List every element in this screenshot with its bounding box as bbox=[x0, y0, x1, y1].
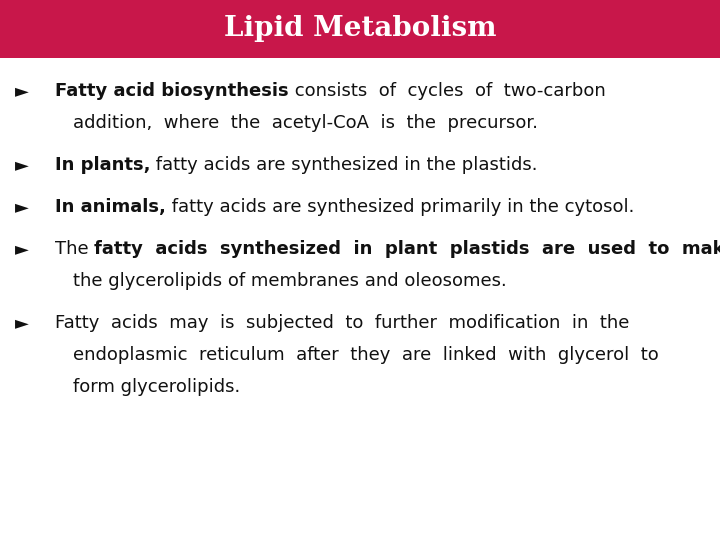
Text: the glycerolipids of membranes and oleosomes.: the glycerolipids of membranes and oleos… bbox=[73, 272, 507, 290]
Text: fatty acids are synthesized primarily in the cytosol.: fatty acids are synthesized primarily in… bbox=[166, 198, 634, 216]
Text: consists  of  cycles  of  two-carbon: consists of cycles of two-carbon bbox=[289, 82, 606, 100]
Text: In plants,: In plants, bbox=[55, 156, 150, 174]
Text: The: The bbox=[55, 240, 94, 258]
Text: Lipid Metabolism: Lipid Metabolism bbox=[224, 16, 496, 43]
Text: ►: ► bbox=[15, 82, 29, 100]
Text: In animals,: In animals, bbox=[55, 198, 166, 216]
Text: ►: ► bbox=[15, 314, 29, 332]
Text: ►: ► bbox=[15, 240, 29, 258]
Text: fatty acids are synthesized in the plastids.: fatty acids are synthesized in the plast… bbox=[150, 156, 538, 174]
Text: endoplasmic  reticulum  after  they  are  linked  with  glycerol  to: endoplasmic reticulum after they are lin… bbox=[73, 346, 659, 364]
Text: form glycerolipids.: form glycerolipids. bbox=[73, 378, 240, 396]
Text: ►: ► bbox=[15, 156, 29, 174]
Text: Fatty acid biosynthesis: Fatty acid biosynthesis bbox=[55, 82, 289, 100]
Text: fatty  acids  synthesized  in  plant  plastids  are  used  to  make: fatty acids synthesized in plant plastid… bbox=[94, 240, 720, 258]
Text: addition,  where  the  acetyl-CoA  is  the  precursor.: addition, where the acetyl-CoA is the pr… bbox=[73, 114, 538, 132]
Text: ►: ► bbox=[15, 198, 29, 216]
Bar bbox=[0, 0, 720, 58]
Text: Fatty  acids  may  is  subjected  to  further  modification  in  the: Fatty acids may is subjected to further … bbox=[55, 314, 629, 332]
